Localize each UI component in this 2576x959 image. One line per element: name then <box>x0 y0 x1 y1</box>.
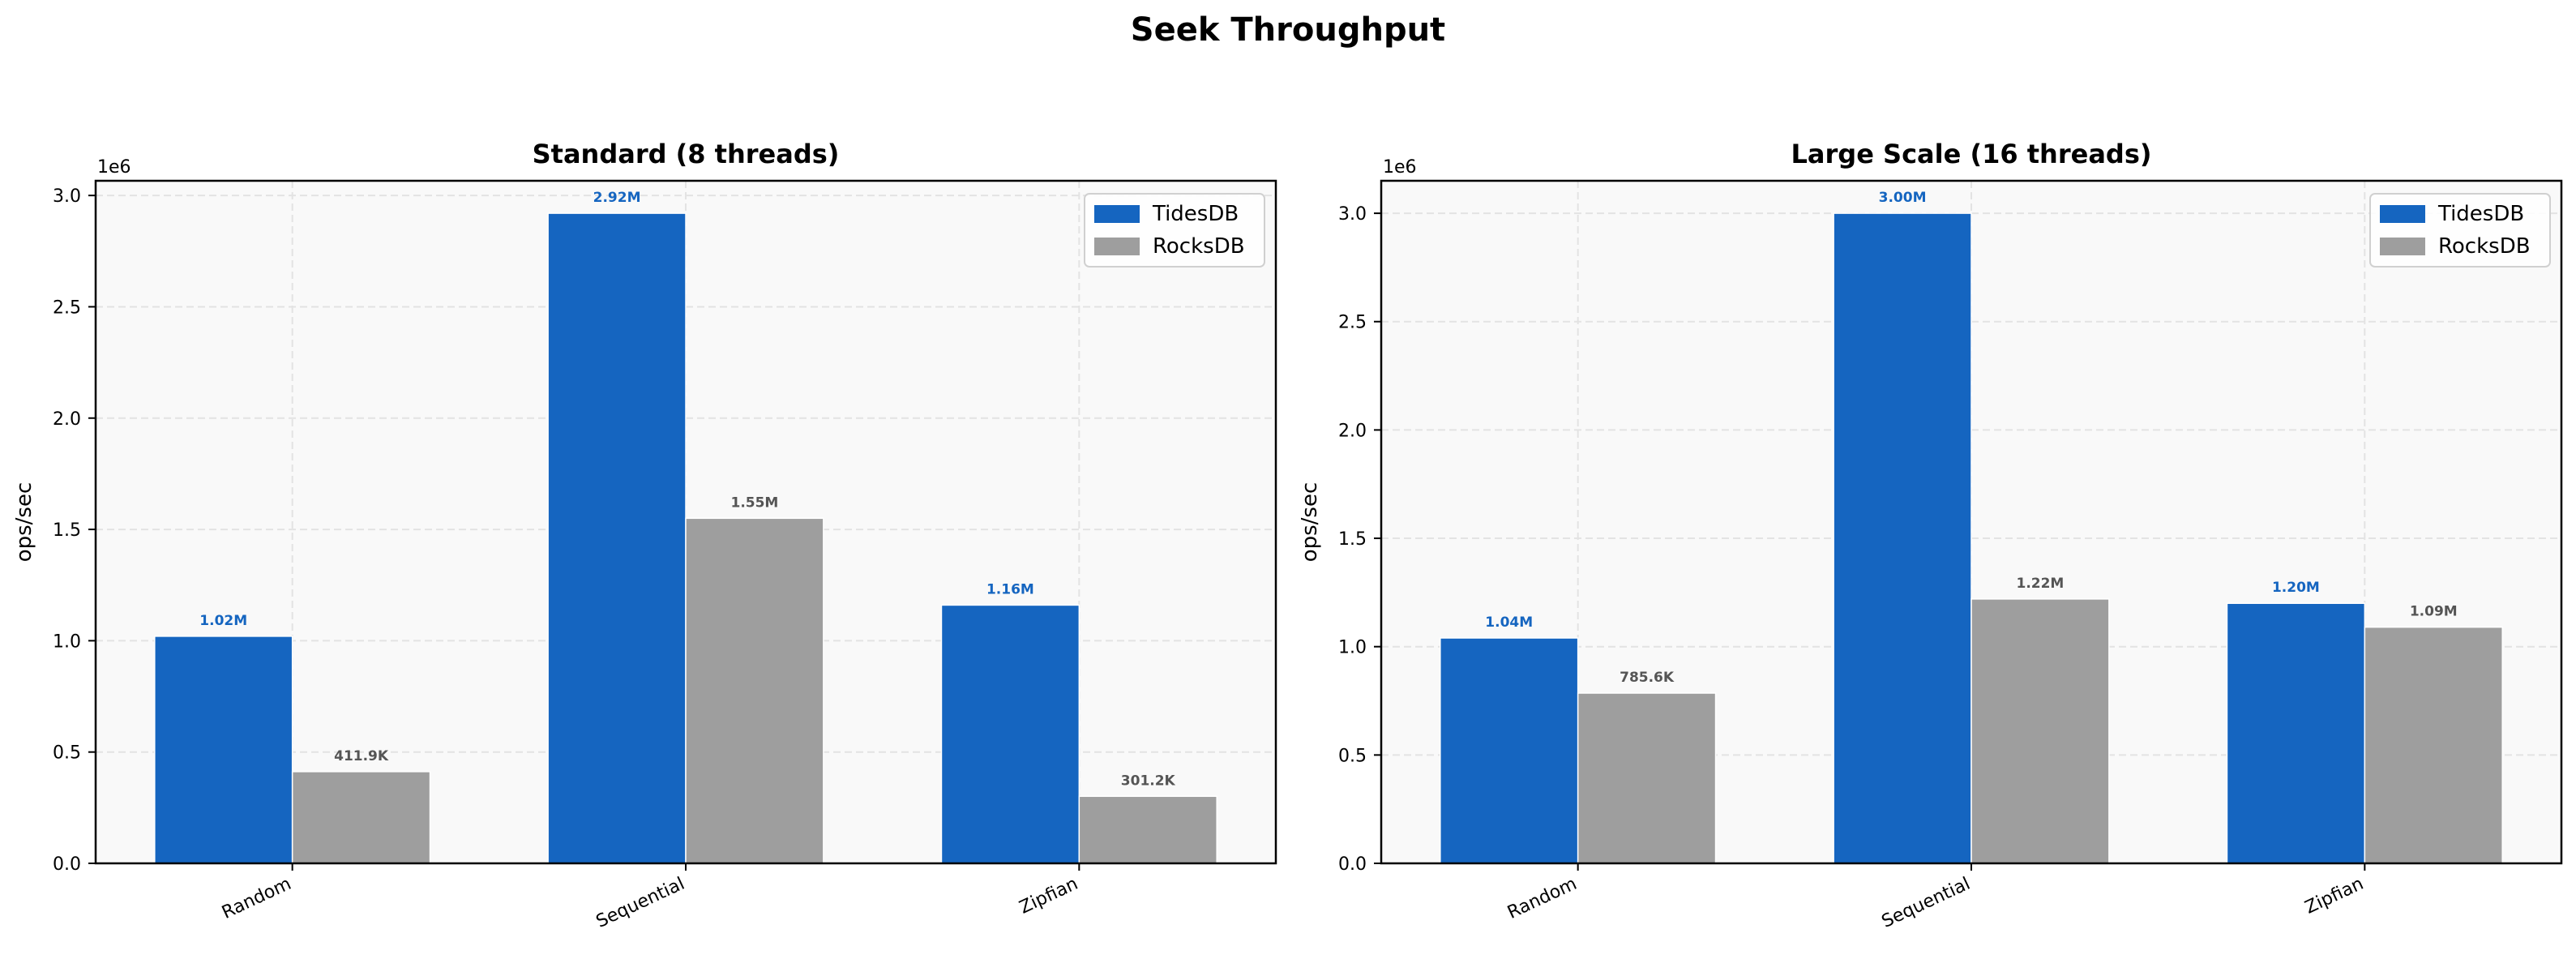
bar-rocksdb-sequential <box>685 517 824 864</box>
bar-tidesdb-zipfian <box>940 604 1080 864</box>
y-tick-label: 2.5 <box>53 298 81 318</box>
data-label: 1.02M <box>199 613 247 629</box>
y-axis-label: ops/sec <box>12 482 36 563</box>
y-tick-label: 1.0 <box>1338 638 1367 658</box>
data-label: 1.09M <box>2410 604 2458 620</box>
bar-rocksdb-random <box>291 771 431 864</box>
y-tick-label: 0.5 <box>53 743 81 764</box>
bar-tidesdb-sequential <box>1833 212 1972 864</box>
legend-swatch-rocksdb <box>2380 238 2425 255</box>
data-label: 785.6K <box>1620 670 1675 686</box>
y-offset-label: 1e6 <box>1383 157 1417 178</box>
subplot-title: Large Scale (16 threads) <box>1791 139 2152 169</box>
legend-label: TidesDB <box>1152 202 1239 226</box>
y-axis-label: ops/sec <box>1298 482 1322 563</box>
y-tick-label: 1.5 <box>53 520 81 541</box>
data-label: 2.92M <box>593 190 641 206</box>
x-tick-label: Random <box>1504 874 1580 923</box>
x-tick-label: Sequential <box>593 874 688 932</box>
y-tick-label: 2.0 <box>53 409 81 430</box>
bar-tidesdb-random <box>154 636 293 864</box>
x-tick-label: Random <box>219 874 294 923</box>
panel-2: 1.04M 3.00M 1.20M 785.6K 1.22M 1.09M 0.0 0.5 1.0… <box>1298 139 2563 932</box>
x-tick-label: Sequential <box>1879 874 1974 932</box>
y-tick-label: 0.5 <box>1338 746 1367 766</box>
data-label: 411.9K <box>334 748 389 764</box>
x-tick-label: Zipfian <box>2302 874 2367 918</box>
data-label: 3.00M <box>1879 190 1927 206</box>
y-tick-label: 3.0 <box>53 186 81 207</box>
subplot-title: Standard (8 threads) <box>533 139 840 169</box>
data-label: 1.04M <box>1485 614 1533 631</box>
data-label: 1.22M <box>2016 576 2064 592</box>
bar-tidesdb-sequential <box>547 212 687 864</box>
y-tick-label: 2.5 <box>1338 313 1367 333</box>
y-tick-label: 1.5 <box>1338 529 1367 550</box>
legend: TidesDB RocksDB <box>2369 193 2551 268</box>
legend: TidesDB RocksDB <box>1084 193 1265 268</box>
bar-rocksdb-random <box>1577 692 1717 864</box>
data-label: 301.2K <box>1121 773 1176 789</box>
panel-1: 1.02M 2.92M 1.16M 411.9K 1.55M 301.2K 0.0 0.5 1.… <box>12 139 1277 932</box>
y-tick-label: 0.0 <box>53 854 81 875</box>
bar-tidesdb-random <box>1440 637 1579 864</box>
legend-label: RocksDB <box>1153 234 1245 259</box>
legend-label: RocksDB <box>2438 234 2531 259</box>
legend-swatch-tidesdb <box>1094 205 1140 223</box>
legend-swatch-rocksdb <box>1094 238 1140 255</box>
bar-tidesdb-zipfian <box>2226 602 2366 864</box>
legend-label: TidesDB <box>2437 202 2524 226</box>
data-label: 1.20M <box>2272 580 2320 596</box>
figure-title: Seek Throughput <box>1131 11 1445 49</box>
bar-rocksdb-zipfian <box>1078 795 1217 864</box>
data-label: 1.16M <box>986 581 1034 597</box>
y-tick-label: 2.0 <box>1338 421 1367 441</box>
data-label: 1.55M <box>730 494 778 511</box>
x-tick-label: Zipfian <box>1016 874 1081 918</box>
bar-rocksdb-sequential <box>1971 598 2110 864</box>
y-tick-label: 1.0 <box>53 631 81 652</box>
y-offset-label: 1e6 <box>97 157 131 178</box>
y-tick-label: 0.0 <box>1338 854 1367 875</box>
bar-rocksdb-zipfian <box>2364 626 2503 864</box>
y-tick-label: 3.0 <box>1338 204 1367 225</box>
legend-swatch-tidesdb <box>2380 205 2425 223</box>
